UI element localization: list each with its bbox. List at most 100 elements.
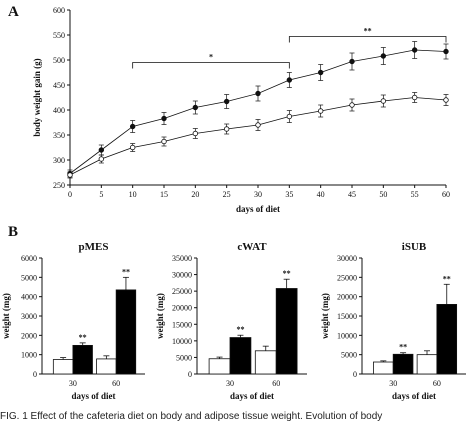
data-point [67, 172, 73, 178]
panel-label-b: B [8, 224, 18, 240]
x-tick-label: 5 [99, 190, 103, 199]
data-point [192, 104, 199, 111]
y-tick-label: 20000 [337, 293, 357, 302]
series-line-1 [69, 49, 447, 174]
data-point [255, 90, 261, 97]
y-tick-label: 4000 [21, 293, 37, 302]
data-point [349, 102, 355, 108]
significance-bracket [288, 36, 447, 43]
significance-marker: ** [122, 267, 130, 276]
y-tick-label: 15000 [172, 320, 192, 329]
data-point [223, 98, 230, 105]
significance-bracket [132, 62, 290, 69]
chart-title: iSUB [402, 241, 427, 253]
bar-chart-pmes: 0 1000 2000 3000 4000 5000 6000 30 60 ** ** pMES day… [1, 241, 145, 401]
y-axis-label: body weight gain (g) [32, 58, 42, 136]
y-tick-label: 30000 [337, 254, 357, 263]
data-point [411, 47, 418, 53]
y-tick-label: 0 [353, 370, 357, 379]
bar [392, 353, 414, 375]
figure-caption: FIG. 1 Effect of the cafeteria diet on b… [0, 411, 383, 422]
significance-marker: ** [283, 269, 291, 278]
data-point [223, 126, 230, 132]
data-point [349, 58, 355, 65]
y-tick-label: 30000 [172, 271, 192, 280]
data-point [443, 48, 449, 55]
x-tick-label: 30 [226, 379, 234, 388]
y-axis-label: weight (mg) [1, 293, 11, 339]
y-tick-label: 15000 [337, 312, 357, 321]
bar [373, 361, 394, 375]
significance-marker: ** [79, 333, 87, 342]
data-point [129, 123, 136, 130]
x-axis-label: days of diet [71, 391, 115, 401]
data-point [286, 113, 293, 120]
x-tick-label: 0 [68, 190, 72, 199]
line-chart-body-weight: 250 300 350 400 450 500 550 600 0 5 10 15 20 25 30 35 40… [32, 6, 450, 214]
x-tick-label: 30 [69, 379, 77, 388]
x-tick-label: 60 [112, 379, 120, 388]
significance-marker: * [209, 53, 213, 62]
y-axis-label: weight (mg) [155, 293, 165, 339]
data-point [380, 53, 387, 59]
data-point [411, 94, 418, 101]
bar-chart-cwat: 0 5000 10000 15000 20000 25000 30000 35000 30 60 *… [155, 241, 307, 401]
significance-marker: ** [364, 27, 372, 36]
x-axis-label: days of diet [236, 204, 280, 214]
x-tick-label: 40 [317, 190, 325, 199]
x-tick-label: 35 [285, 190, 293, 199]
y-tick-label: 25000 [172, 287, 192, 296]
bar [96, 358, 117, 375]
data-point [98, 147, 105, 153]
data-point [317, 69, 324, 76]
y-tick-label: 20000 [172, 304, 192, 313]
y-tick-label: 1000 [21, 351, 37, 360]
significance-marker: ** [236, 325, 244, 334]
data-point [98, 156, 105, 162]
y-tick-label: 5000 [176, 353, 192, 362]
y-tick-label: 35000 [172, 254, 192, 263]
x-tick-label: 15 [160, 190, 168, 199]
y-tick-label: 250 [53, 181, 65, 190]
significance-marker: ** [399, 343, 407, 352]
y-tick-label: 10000 [337, 331, 357, 340]
y-tick-label: 25000 [337, 273, 357, 282]
y-tick-label: 350 [53, 131, 65, 140]
bar [229, 337, 252, 375]
y-tick-label: 10000 [172, 337, 192, 346]
y-tick-label: 3000 [21, 312, 37, 321]
bar [275, 288, 298, 375]
data-point [192, 130, 199, 137]
bar [115, 289, 137, 375]
bar [52, 359, 74, 375]
y-tick-label: 550 [53, 31, 65, 40]
y-tick-label: 400 [53, 106, 65, 115]
x-tick-label: 10 [129, 190, 137, 199]
y-tick-label: 5000 [341, 351, 357, 360]
panel-label-a: A [8, 4, 19, 20]
x-tick-label: 25 [223, 190, 231, 199]
data-point [380, 98, 387, 104]
chart-title: cWAT [237, 241, 267, 253]
data-point [161, 138, 167, 145]
x-tick-label: 30 [254, 190, 262, 199]
data-point [161, 115, 167, 122]
bar [436, 303, 458, 375]
series-line-2 [69, 97, 447, 176]
x-tick-label: 55 [411, 190, 419, 199]
y-tick-label: 5000 [21, 273, 37, 282]
bar [208, 358, 231, 375]
x-tick-label: 50 [379, 190, 387, 199]
x-tick-label: 20 [191, 190, 199, 199]
significance-marker: ** [443, 274, 451, 283]
data-point [129, 144, 136, 151]
bar [416, 354, 438, 375]
x-tick-label: 45 [348, 190, 356, 199]
x-tick-label: 60 [272, 379, 280, 388]
chart-title: pMES [79, 241, 109, 253]
y-tick-label: 600 [53, 6, 65, 15]
data-point [286, 77, 293, 83]
x-axis-label: days of diet [392, 391, 436, 401]
y-tick-label: 500 [53, 56, 65, 65]
